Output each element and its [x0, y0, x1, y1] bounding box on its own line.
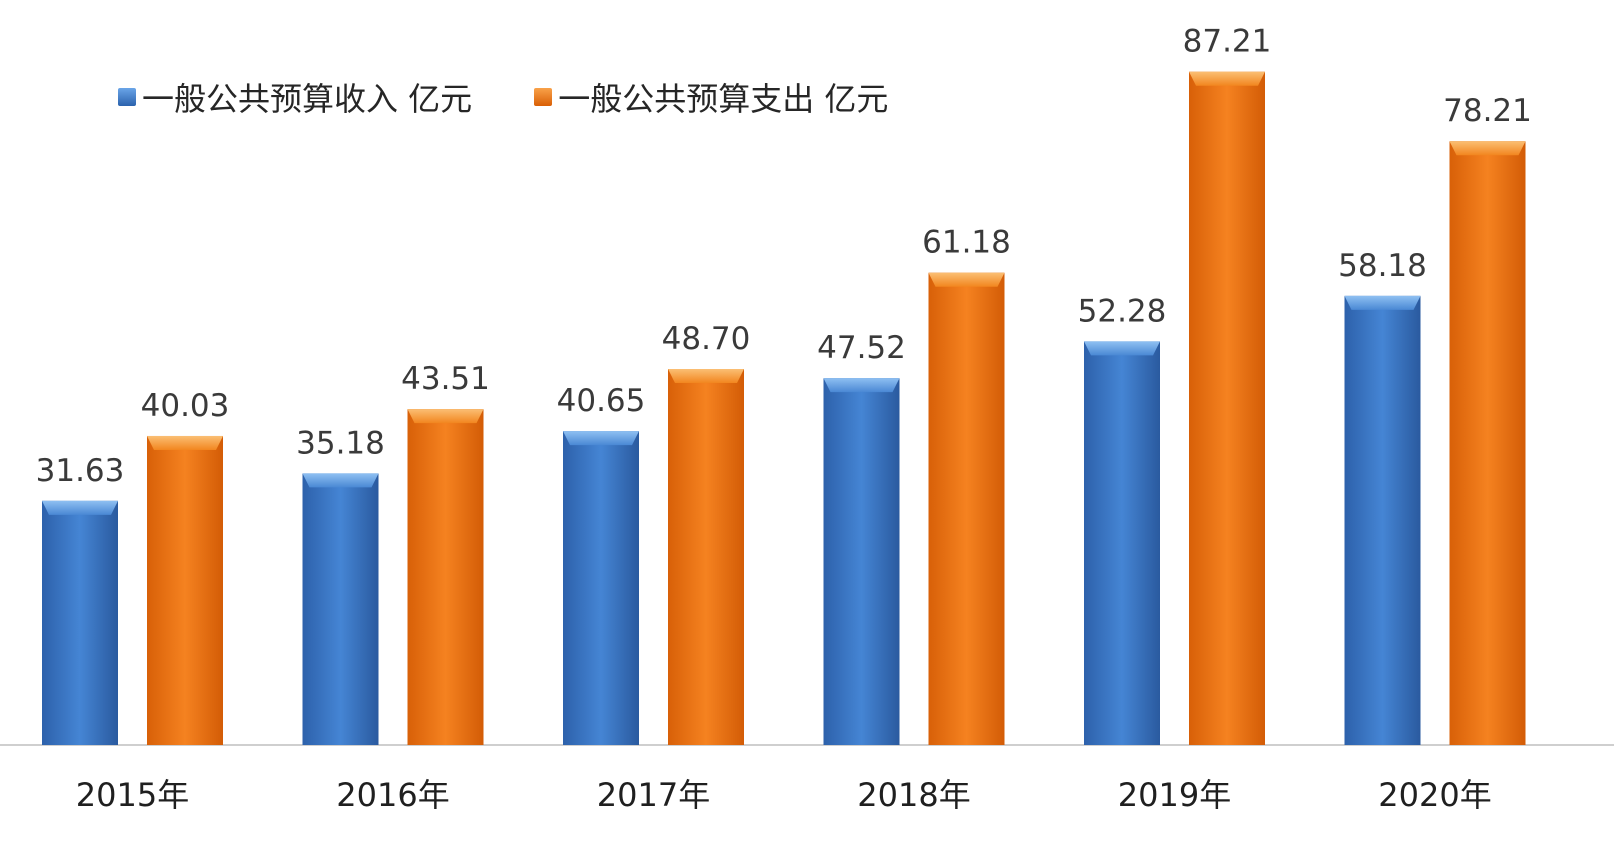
x-tick-label-2015年: 2015年	[76, 776, 189, 814]
bar-expenditure-2017年	[668, 369, 744, 745]
bar-expenditure-2019年	[1189, 71, 1265, 746]
x-tick-label-2020年: 2020年	[1378, 776, 1491, 814]
legend-swatch-revenue	[118, 88, 136, 106]
data-label-expenditure-2018年: 61.18	[922, 225, 1011, 261]
data-label-expenditure-2017年: 48.70	[662, 321, 751, 357]
data-label-revenue-2017年: 40.65	[557, 383, 646, 419]
data-labels-group: 31.63 40.03 35.18 43.51 40.65 48.70 47.52 61.18…	[36, 24, 1532, 489]
bar-expenditure-2015年	[147, 435, 223, 745]
x-tick-labels-group: 2015年 2016年 2017年 2018年 2019年 2020年	[76, 776, 1492, 814]
bar-revenue-2019年	[1084, 341, 1160, 745]
bar-expenditure-2016年	[407, 409, 484, 745]
x-tick-label-2018年: 2018年	[857, 776, 970, 814]
bar-revenue-2017年	[563, 431, 639, 745]
data-label-expenditure-2019年: 87.21	[1183, 24, 1272, 60]
bar-revenue-2020年	[1344, 295, 1421, 745]
bar-cap-expenditure-2016年	[407, 409, 484, 424]
data-label-revenue-2020年: 58.18	[1338, 248, 1427, 284]
data-label-expenditure-2015年: 40.03	[141, 388, 230, 424]
data-label-revenue-2019年: 52.28	[1078, 293, 1167, 329]
bar-revenue-2016年	[302, 473, 379, 745]
legend-item-expenditure: 一般公共预算支出 亿元	[534, 74, 888, 120]
bar-cap-revenue-2016年	[302, 473, 379, 488]
bar-cap-revenue-2015年	[42, 500, 118, 515]
bar-revenue-2018年	[823, 378, 900, 745]
bar-cap-revenue-2020年	[1344, 295, 1421, 310]
data-label-revenue-2015年: 31.63	[36, 453, 125, 489]
data-label-expenditure-2016年: 43.51	[401, 361, 490, 397]
bar-expenditure-2018年	[928, 272, 1005, 745]
legend-label-expenditure: 一般公共预算支出 亿元	[558, 80, 889, 118]
data-label-revenue-2016年: 35.18	[296, 425, 385, 461]
x-tick-label-2016年: 2016年	[336, 776, 449, 814]
x-tick-label-2017年: 2017年	[597, 776, 710, 814]
data-label-expenditure-2020年: 78.21	[1443, 93, 1532, 129]
x-tick-label-2019年: 2019年	[1118, 776, 1231, 814]
bar-cap-expenditure-2020年	[1449, 141, 1526, 156]
legend-label-revenue: 一般公共预算收入 亿元	[142, 80, 473, 118]
bar-cap-expenditure-2015年	[147, 435, 223, 450]
bar-expenditure-2020年	[1449, 141, 1526, 745]
legend-swatch-expenditure	[534, 88, 553, 106]
data-label-revenue-2018年: 47.52	[817, 330, 906, 366]
bar-cap-expenditure-2018年	[928, 272, 1005, 287]
legend-item-revenue: 一般公共预算收入 亿元	[118, 74, 472, 120]
bar-cap-expenditure-2019年	[1189, 71, 1265, 86]
bar-cap-revenue-2018年	[823, 378, 900, 393]
bar-cap-revenue-2017年	[563, 431, 639, 446]
bars-group	[42, 71, 1526, 746]
bar-cap-expenditure-2017年	[668, 369, 744, 384]
bar-cap-revenue-2019年	[1084, 341, 1160, 356]
chart-legend: 一般公共预算收入 亿元 一般公共预算支出 亿元	[118, 74, 888, 120]
bar-revenue-2015年	[42, 500, 118, 745]
